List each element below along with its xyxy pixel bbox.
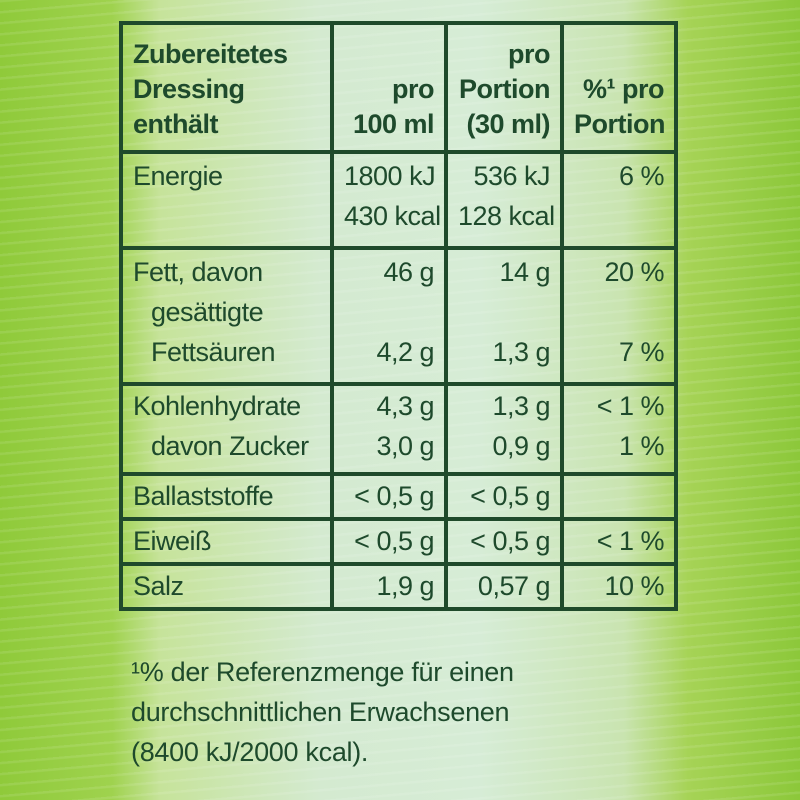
header-per100-line-1 <box>344 37 434 72</box>
header-percent-line-2: %¹ pro <box>583 74 665 104</box>
header-product-line-1: Zubereitetes <box>133 39 288 69</box>
protein-label: Eiweiß <box>119 517 334 566</box>
energy-portion-kcal: 128 kcal <box>458 201 555 231</box>
footnote-line-3: (8400 kJ/2000 kcal). <box>131 737 369 767</box>
fat-per100-cell: 46 g 4,2 g <box>330 246 448 386</box>
fat-portion: 14 g <box>499 257 550 287</box>
carbs-per100: 4,3 g <box>376 391 434 421</box>
header-product-line-2: Dressing <box>133 74 245 104</box>
carbs-per100-cell: 4,3 g 3,0 g <box>330 382 448 476</box>
carbs-portion-cell: 1,3 g 0,9 g <box>444 382 564 476</box>
table-row-protein: Eiweiß < 0,5 g < 0,5 g < 1 % <box>119 517 678 566</box>
energy-label: Energie <box>119 150 334 250</box>
nutrition-panel: Zubereitetes Dressing enthält pro 100 ml… <box>119 21 678 651</box>
sugar-per100: 3,0 g <box>376 431 434 461</box>
header-percent-line-1 <box>574 37 664 72</box>
saturated-fat-label-1: gesättigte <box>151 297 264 327</box>
header-product-line-3: enthält <box>133 109 219 139</box>
fat-percent: 20 % <box>604 257 664 287</box>
salt-per100: 1,9 g <box>330 562 448 611</box>
saturated-fat-per100: 4,2 g <box>376 337 434 367</box>
table-row-energy: Energie 1800 kJ 430 kcal 536 kJ 128 kcal… <box>119 150 678 250</box>
protein-percent: < 1 % <box>560 517 678 566</box>
table-header-row: Zubereitetes Dressing enthält pro 100 ml… <box>119 21 678 154</box>
spacer <box>458 292 550 332</box>
protein-portion: < 0,5 g <box>444 517 564 566</box>
salt-portion: 0,57 g <box>444 562 564 611</box>
sugar-portion: 0,9 g <box>492 431 550 461</box>
carbs-label: Kohlenhydrate <box>133 391 301 421</box>
fibre-per100: < 0,5 g <box>330 472 448 521</box>
fibre-percent <box>560 472 678 521</box>
header-per100-line-3: 100 ml <box>352 109 435 139</box>
table-row-carbs: Kohlenhydrate davon Zucker 4,3 g 3,0 g 1… <box>119 382 678 476</box>
fibre-portion: < 0,5 g <box>444 472 564 521</box>
carbs-label-cell: Kohlenhydrate davon Zucker <box>119 382 334 476</box>
spacer <box>574 292 664 332</box>
fat-label: Fett, davon <box>133 257 263 287</box>
header-percent-cell: %¹ pro Portion <box>560 21 678 154</box>
header-product-cell: Zubereitetes Dressing enthält <box>119 21 334 154</box>
carbs-percent: < 1 % <box>596 391 665 421</box>
fibre-label: Ballaststoffe <box>119 472 334 521</box>
fat-percent-cell: 20 % 7 % <box>560 246 678 386</box>
header-percent-line-3: Portion <box>574 109 666 139</box>
saturated-fat-portion: 1,3 g <box>492 337 550 367</box>
footnote-line-1: ¹% der Referenzmenge für einen <box>131 657 514 687</box>
header-per100-line-2: pro <box>392 74 435 104</box>
saturated-fat-percent: 7 % <box>618 337 665 367</box>
energy-percent: 6 % <box>560 150 678 250</box>
spacer <box>344 292 434 332</box>
fat-per100: 46 g <box>383 257 434 287</box>
table-row-salt: Salz 1,9 g 0,57 g 10 % <box>119 562 678 611</box>
fat-label-cell: Fett, davon gesättigte Fettsäuren <box>119 246 334 386</box>
salt-label: Salz <box>119 562 334 611</box>
nutrition-table: Zubereitetes Dressing enthält pro 100 ml… <box>119 21 678 611</box>
energy-portion-kj: 536 kJ <box>473 161 550 191</box>
table-row-fat: Fett, davon gesättigte Fettsäuren 46 g 4… <box>119 246 678 386</box>
carbs-portion: 1,3 g <box>492 391 550 421</box>
table-row-fibre: Ballaststoffe < 0,5 g < 0,5 g <box>119 472 678 521</box>
reference-footnote: ¹% der Referenzmenge für einen durchschn… <box>131 652 601 772</box>
header-per100-cell: pro 100 ml <box>330 21 448 154</box>
carbs-percent-cell: < 1 % 1 % <box>560 382 678 476</box>
header-portion-line-3: (30 ml) <box>466 109 550 139</box>
footnote-line-2: durchschnittlichen Erwachsenen <box>131 697 510 727</box>
salt-percent: 10 % <box>560 562 678 611</box>
saturated-fat-label-2: Fettsäuren <box>151 337 276 367</box>
energy-per100-kcal: 430 kcal <box>344 201 441 231</box>
header-portion-line-2: Portion <box>459 74 551 104</box>
header-portion-line-1: pro <box>508 39 551 69</box>
sugar-percent: 1 % <box>618 431 665 461</box>
energy-portion-cell: 536 kJ 128 kcal <box>444 150 564 250</box>
energy-per100-kj: 1800 kJ <box>344 161 436 191</box>
sugar-label: davon Zucker <box>151 431 309 461</box>
fat-portion-cell: 14 g 1,3 g <box>444 246 564 386</box>
header-portion-cell: pro Portion (30 ml) <box>444 21 564 154</box>
energy-per100-cell: 1800 kJ 430 kcal <box>330 150 448 250</box>
protein-per100: < 0,5 g <box>330 517 448 566</box>
